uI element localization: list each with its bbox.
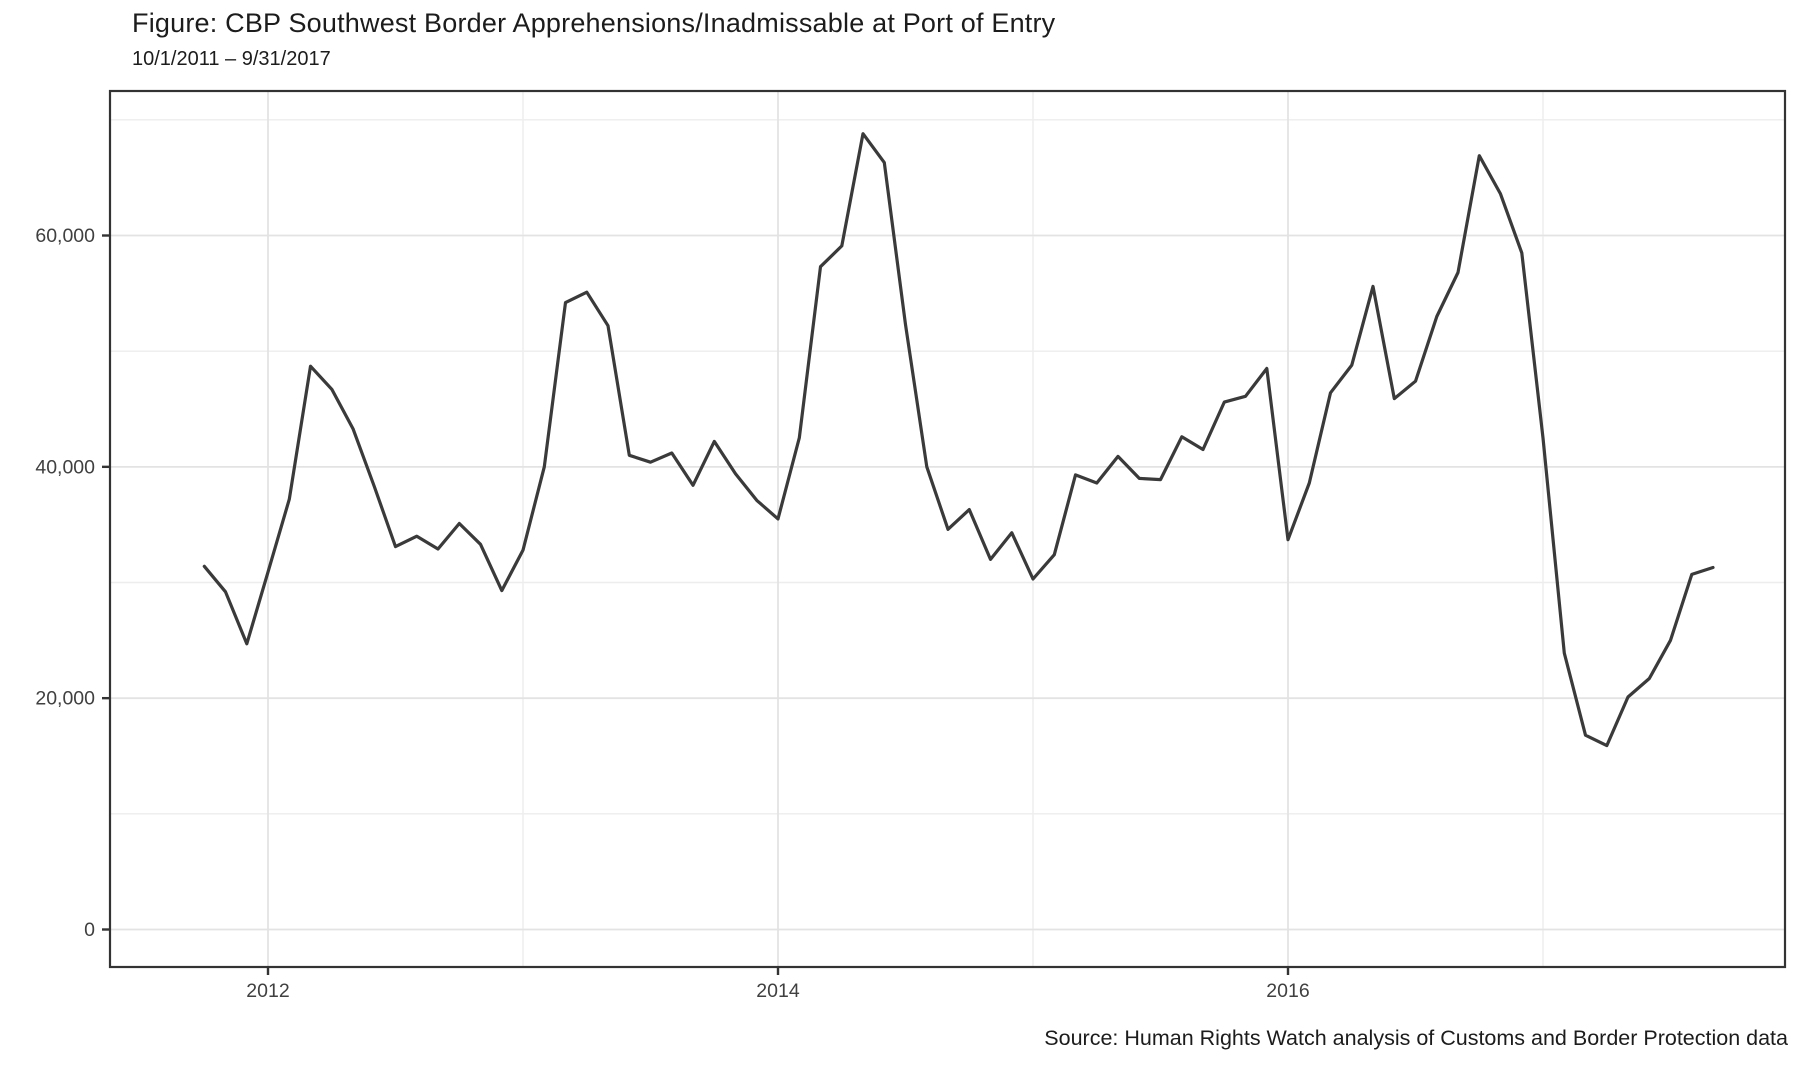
chart-title: Figure: CBP Southwest Border Apprehensio…	[132, 8, 1056, 38]
chart-subtitle: 10/1/2011 – 9/31/2017	[132, 48, 331, 70]
y-axis-label: 20,000	[35, 688, 95, 710]
y-axis-label: 60,000	[35, 225, 95, 247]
y-axis-label: 40,000	[35, 456, 95, 478]
panel-border	[108, 89, 1787, 969]
y-axis-label: 0	[84, 919, 95, 941]
chart-source-caption: Source: Human Rights Watch analysis of C…	[1044, 1026, 1788, 1050]
x-axis-label: 2016	[1266, 980, 1309, 1002]
x-axis-label: 2014	[756, 980, 800, 1002]
data-series-line	[202, 132, 1715, 748]
x-axis-label: 2012	[246, 980, 289, 1002]
